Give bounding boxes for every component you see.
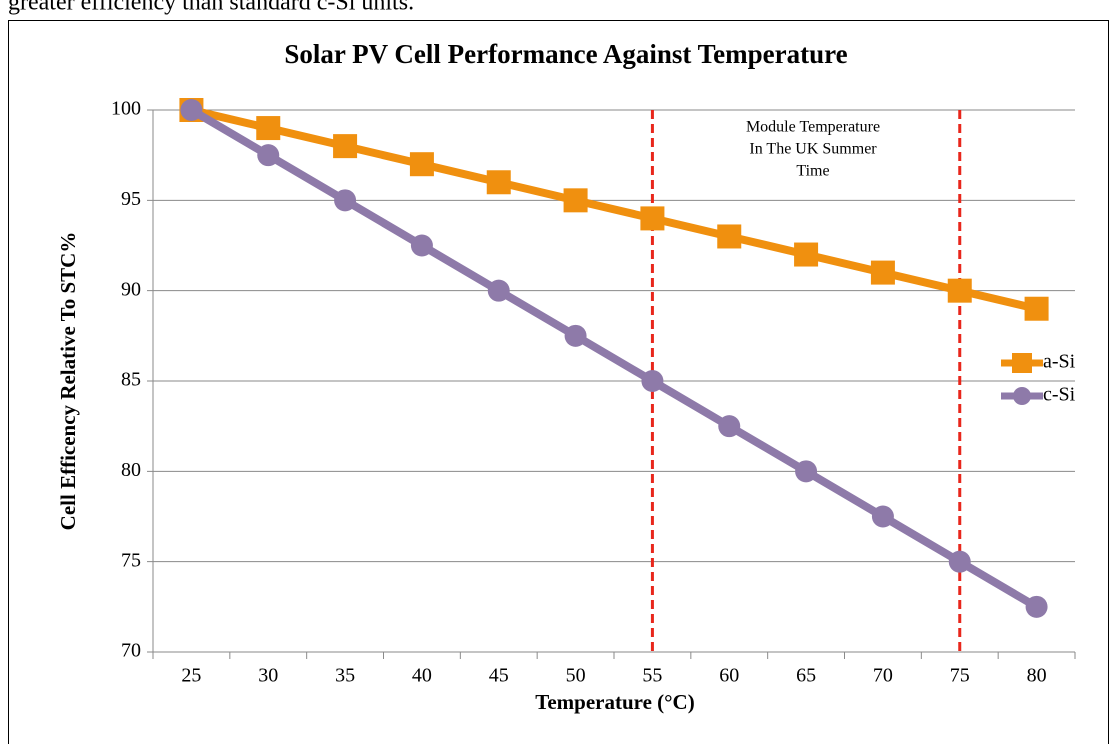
y-tick-label: 100 xyxy=(111,98,141,120)
x-tick-label: 75 xyxy=(950,665,970,687)
marker xyxy=(409,152,434,177)
y-tick-label: 85 xyxy=(121,369,141,391)
x-tick-label: 80 xyxy=(1027,665,1047,687)
y-tick-label: 70 xyxy=(121,640,141,662)
x-tick-label: 60 xyxy=(719,665,739,687)
legend-marker xyxy=(1012,353,1032,373)
x-tick-label: 35 xyxy=(335,665,355,687)
marker xyxy=(410,234,433,257)
marker xyxy=(1025,595,1048,618)
legend-label: a-Si xyxy=(1043,351,1076,373)
legend-marker xyxy=(1013,387,1031,405)
chart-title: Solar PV Cell Performance Against Temper… xyxy=(284,39,847,69)
marker xyxy=(795,460,818,483)
marker xyxy=(717,224,742,249)
y-tick-label: 90 xyxy=(121,278,141,300)
line xyxy=(189,106,1039,611)
x-axis-label: Temperature (°C) xyxy=(535,690,694,714)
x-tick-label: 50 xyxy=(566,665,586,687)
y-tick-label: 80 xyxy=(121,459,141,481)
x-tick-label: 25 xyxy=(181,665,201,687)
x-tick-label: 40 xyxy=(412,665,432,687)
y-tick-label: 75 xyxy=(121,549,141,571)
marker xyxy=(871,505,894,528)
x-tick-label: 55 xyxy=(642,665,662,687)
marker xyxy=(333,134,358,159)
marker xyxy=(487,279,510,302)
marker xyxy=(563,188,588,213)
x-tick-label: 65 xyxy=(796,665,816,687)
annotation: In The UK Summer xyxy=(749,141,877,158)
y-axis-label: Cell Efficency Relative To STC% xyxy=(56,232,80,531)
marker xyxy=(641,370,664,392)
caption: greater efficiency than standard c-Si un… xyxy=(8,0,414,16)
x-tick-label: 70 xyxy=(873,665,893,687)
marker xyxy=(486,170,511,195)
marker xyxy=(947,278,972,303)
marker xyxy=(180,99,203,121)
annotation: Time xyxy=(796,163,829,180)
marker xyxy=(1024,296,1049,321)
marker xyxy=(334,189,357,212)
marker xyxy=(564,324,587,347)
line xyxy=(190,106,1038,313)
marker xyxy=(948,550,971,573)
x-tick-label: 45 xyxy=(489,665,509,687)
marker xyxy=(870,260,895,285)
frame xyxy=(8,20,1109,744)
marker xyxy=(718,415,741,438)
marker xyxy=(640,206,665,231)
marker xyxy=(257,144,280,167)
marker xyxy=(794,242,819,267)
annotation: Module Temperature xyxy=(746,119,880,136)
x-tick-label: 30 xyxy=(258,665,278,687)
y-tick-label: 95 xyxy=(121,188,141,210)
legend-label: c-Si xyxy=(1043,384,1076,406)
marker xyxy=(256,116,281,141)
